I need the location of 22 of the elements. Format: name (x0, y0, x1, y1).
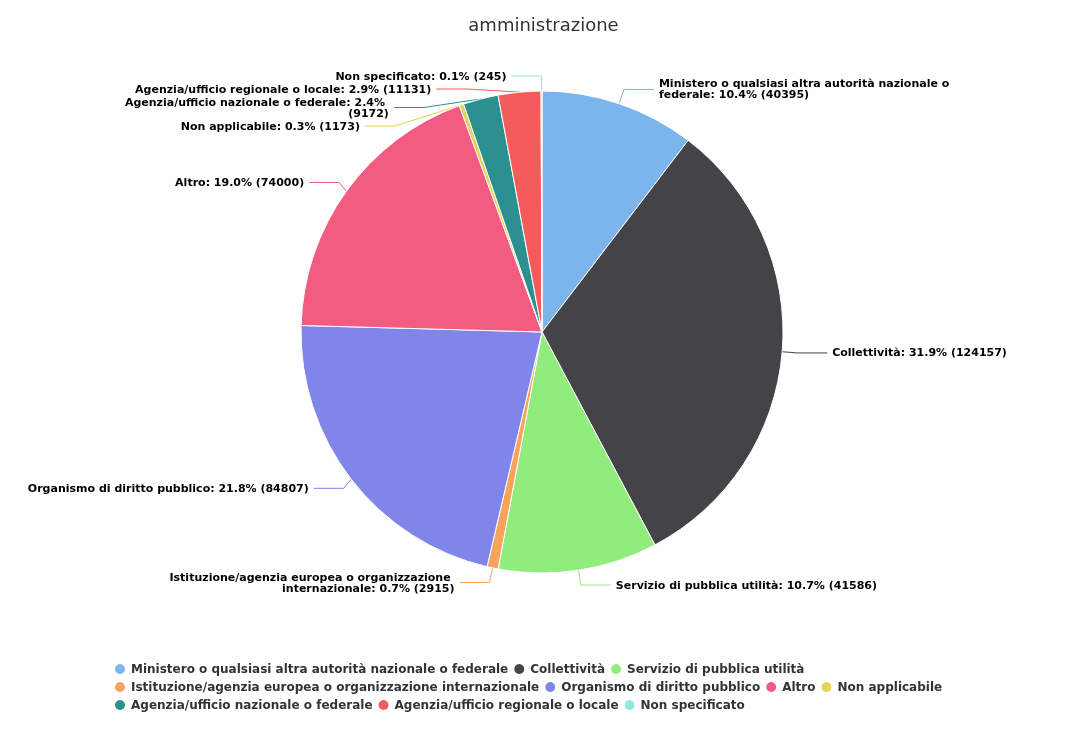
legend-label: Agenzia/ufficio nazionale o federale (131, 698, 373, 712)
category-label: Agenzia/ufficio regionale o locale: 2.9% (11131) (135, 82, 432, 96)
category-label: Altro: 19.0% (74000) (175, 175, 305, 189)
legend-label: Organismo di diritto pubblico (561, 680, 761, 694)
category-label: Servizio di pubblica utilità: 10.7% (41586) (615, 578, 878, 592)
category-label: Ministero o qualsiasi altra autorità nazionale o federale: 10.4% (40395) (658, 77, 950, 102)
legend-label: Ministero o qualsiasi altra autorità nazionale o federale (131, 662, 509, 676)
legend-label: Non applicabile (837, 680, 943, 694)
legend-label: Collettività (530, 662, 606, 676)
legend-label: Agenzia/ufficio regionale o locale (394, 698, 619, 712)
chart-title: amministrazione (468, 13, 619, 35)
category-label: Agenzia/ufficio nazionale o federale: 2.4% (124, 95, 386, 109)
category-label: Istituzione/agenzia europea o organizzazione internazionale: 0.7% (2915) (169, 570, 455, 595)
category-label: Non applicabile: 0.3% (1173) (180, 119, 360, 133)
legend-label: Altro (782, 680, 816, 694)
legend-label: Istituzione/agenzia europea o organizzazione internazionale (131, 680, 540, 694)
legend-label: Non specificato (640, 698, 745, 712)
category-label: Organismo di diritto pubblico: 21.8% (84807) (27, 481, 309, 495)
text: (9172) (348, 106, 389, 120)
category-label: Non specificato: 0.1% (245) (335, 69, 507, 83)
category-label: Collettività: 31.9% (124157) (832, 346, 1007, 360)
legend-label: Servizio di pubblica utilità (627, 662, 805, 676)
